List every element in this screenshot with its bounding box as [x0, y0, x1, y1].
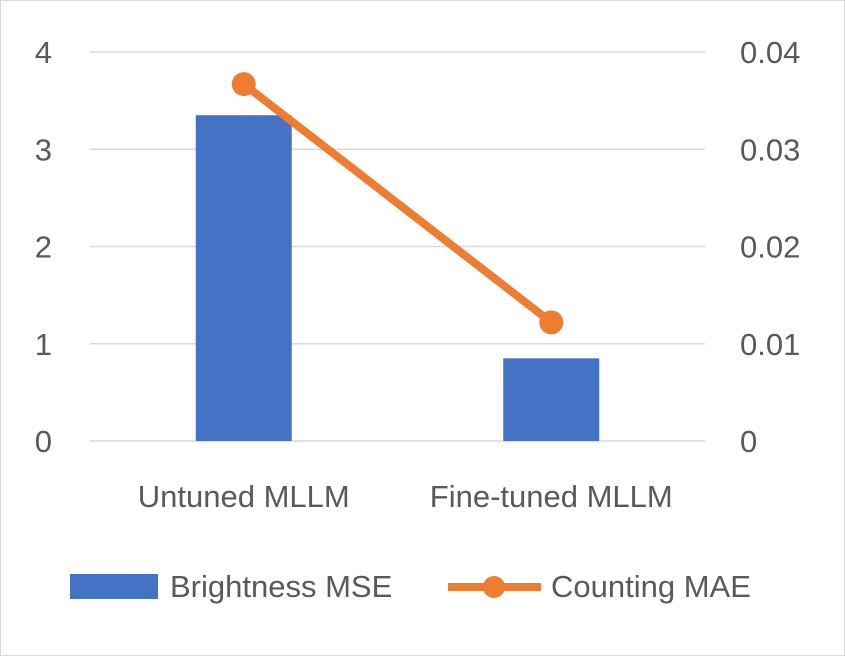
left-tick-label: 0 — [35, 424, 52, 459]
line-series — [231, 72, 564, 335]
right-tick-label: 0.03 — [740, 132, 800, 167]
legend-swatch-brightness-mse — [70, 574, 158, 599]
point-counting-mae — [231, 72, 256, 97]
gridlines — [90, 51, 705, 442]
legend-label-counting-mae: Counting MAE — [551, 569, 751, 604]
category-label: Untuned MLLM — [138, 479, 350, 514]
bar-brightness-mse — [195, 115, 292, 442]
left-tick-label: 4 — [35, 35, 52, 70]
legend-marker-counting-mae — [483, 576, 505, 598]
category-label: Fine-tuned MLLM — [430, 479, 673, 514]
left-tick-label: 2 — [35, 230, 52, 265]
left-tick-label: 3 — [35, 132, 52, 167]
category-labels: Untuned MLLM Fine-tuned MLLM — [138, 479, 673, 514]
point-counting-mae — [539, 310, 564, 335]
legend: Brightness MSE Counting MAE — [70, 569, 751, 604]
right-axis-ticks: 0 0.01 0.02 0.03 0.04 — [740, 35, 800, 459]
line-counting-mae — [239, 80, 556, 327]
left-axis-ticks: 0 1 2 3 4 — [35, 35, 52, 459]
right-tick-label: 0.02 — [740, 230, 800, 265]
legend-label-brightness-mse: Brightness MSE — [170, 569, 392, 604]
right-tick-label: 0.01 — [740, 327, 800, 362]
right-tick-label: 0 — [740, 424, 757, 459]
bar-series — [195, 115, 600, 442]
left-tick-label: 1 — [35, 327, 52, 362]
right-tick-label: 0.04 — [740, 35, 800, 70]
bar-brightness-mse — [503, 358, 600, 441]
